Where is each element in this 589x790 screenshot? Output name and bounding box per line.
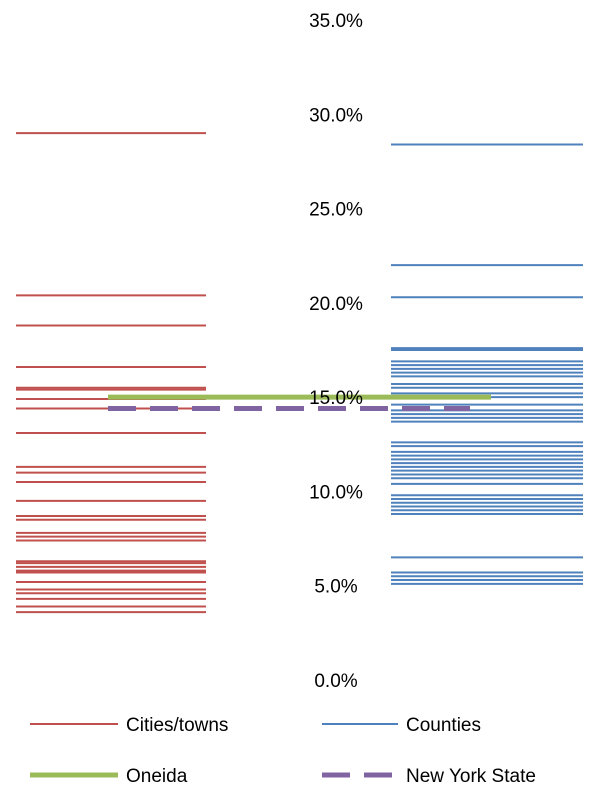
y-tick-label: 30.0% (309, 105, 363, 126)
y-tick-label: 20.0% (309, 294, 363, 315)
legend-item-oneida: Oneida (30, 766, 188, 787)
y-tick-label: 25.0% (309, 200, 363, 221)
y-tick-label: 15.0% (309, 388, 363, 409)
y-tick-label: 35.0% (309, 11, 363, 32)
y-tick-label: 10.0% (309, 482, 363, 503)
y-tick-label: 0.0% (314, 671, 357, 692)
legend-label-counties: Counties (406, 715, 481, 736)
y-axis: 0.0% 5.0% 10.0% 15.0% 20.0% 25.0% 30.0% 35.0% (309, 11, 363, 692)
legend-item-new-york-state: New York State (322, 766, 536, 787)
legend: Cities/towns Counties Oneida New York State (30, 715, 536, 787)
legend-label-new-york-state: New York State (406, 766, 536, 787)
legend-item-counties: Counties (322, 715, 481, 736)
legend-label-oneida: Oneida (126, 766, 188, 787)
marks-layer (16, 132, 583, 614)
legend-item-cities-towns: Cities/towns (30, 715, 228, 736)
legend-label-cities-towns: Cities/towns (126, 715, 228, 736)
y-tick-label: 5.0% (314, 577, 357, 598)
